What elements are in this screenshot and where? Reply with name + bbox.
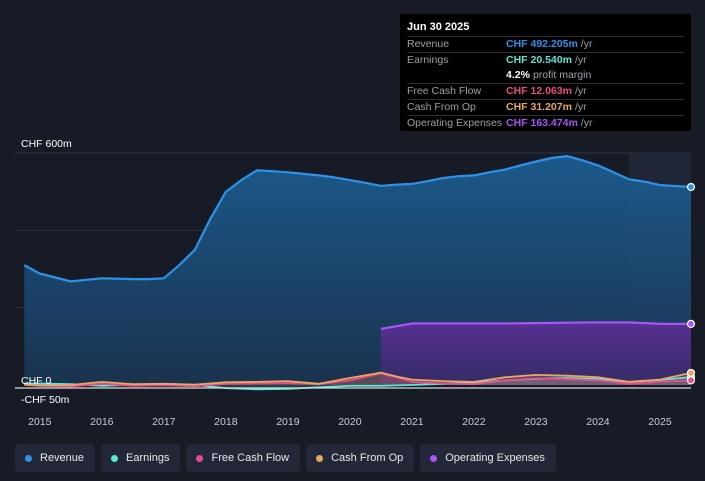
legend-label: Free Cash Flow bbox=[211, 452, 290, 464]
tooltip: Jun 30 2025 Revenue CHF 492.205m/yr Earnin… bbox=[400, 14, 691, 131]
tooltip-row: Operating Expenses CHF 163.474m/yr bbox=[407, 115, 684, 131]
tooltip-row-value: CHF 31.207m bbox=[506, 101, 572, 113]
tooltip-row-label: Revenue bbox=[407, 38, 450, 50]
x-tick-label: 2016 bbox=[90, 416, 114, 428]
tooltip-row-label bbox=[407, 68, 506, 83]
tooltip-row-value: CHF 12.063m bbox=[506, 85, 572, 97]
y-tick-label: CHF 0 bbox=[21, 375, 51, 387]
legend-dot-icon bbox=[25, 454, 32, 462]
x-tick-label: 2024 bbox=[586, 416, 610, 428]
x-tick-label: 2018 bbox=[214, 416, 238, 428]
tooltip-row-unit: /yr bbox=[574, 101, 587, 113]
x-tick-label: 2023 bbox=[524, 416, 548, 428]
tooltip-row-unit: /yr bbox=[574, 85, 587, 97]
tooltip-row-value: CHF 20.540m bbox=[506, 54, 572, 66]
tooltip-row-unit: /yr bbox=[580, 38, 593, 50]
tooltip-row-value: 4.2% bbox=[506, 69, 530, 81]
legend-label: Revenue bbox=[40, 452, 85, 464]
x-tick-label: 2017 bbox=[152, 416, 176, 428]
x-tick-label: 2021 bbox=[400, 416, 424, 428]
free-cash-flow-line bbox=[24, 372, 692, 388]
legend-item-free-cash-flow[interactable]: Free Cash Flow bbox=[186, 444, 301, 472]
legend-item-earnings[interactable]: Earnings bbox=[101, 444, 181, 472]
legend-label: Operating Expenses bbox=[445, 452, 545, 464]
tooltip-row-label: Cash From Op bbox=[407, 101, 476, 113]
tooltip-row-label: Earnings bbox=[407, 54, 449, 66]
x-tick-label: 2019 bbox=[276, 416, 300, 428]
legend-dot-icon bbox=[430, 454, 438, 462]
tooltip-row: Earnings CHF 20.540m/yr bbox=[407, 52, 684, 68]
free-cash-flow-area bbox=[24, 373, 692, 387]
x-tick-label: 2020 bbox=[338, 416, 362, 428]
x-tick-label: 2025 bbox=[648, 416, 672, 428]
operating-expenses-endpoint bbox=[686, 319, 696, 329]
x-tick-label: 2022 bbox=[462, 416, 486, 428]
tooltip-row: 4.2% profit margin bbox=[407, 68, 684, 83]
legend-dot-icon bbox=[196, 454, 204, 462]
legend-label: Earnings bbox=[126, 452, 170, 464]
cash-from-op-endpoint bbox=[686, 368, 696, 378]
tooltip-row: Cash From Op CHF 31.207m/yr bbox=[407, 99, 684, 115]
tooltip-row-label: Operating Expenses bbox=[407, 117, 503, 129]
legend: Revenue Earnings Free Cash Flow Cash From O… bbox=[15, 444, 556, 472]
legend-item-operating-expenses[interactable]: Operating Expenses bbox=[420, 444, 556, 472]
legend-dot-icon bbox=[316, 454, 324, 462]
tooltip-row-unit: profit margin bbox=[532, 69, 592, 81]
free-cash-flow-endpoint bbox=[686, 376, 696, 385]
legend-label: Cash From Op bbox=[331, 452, 404, 464]
operating-expenses-line bbox=[380, 321, 691, 330]
tooltip-row: Revenue CHF 492.205m/yr bbox=[407, 36, 684, 52]
x-tick-label: 2015 bbox=[28, 416, 52, 428]
tooltip-row-unit: /yr bbox=[580, 117, 593, 129]
tooltip-row: Free Cash Flow CHF 12.063m/yr bbox=[407, 83, 684, 99]
y-tick-label: CHF 600m bbox=[21, 138, 72, 150]
tooltip-row-value: CHF 492.205m bbox=[506, 38, 578, 50]
revenue-endpoint bbox=[686, 182, 696, 192]
tooltip-row-label: Free Cash Flow bbox=[407, 85, 482, 97]
operating-expenses-area bbox=[380, 322, 691, 385]
legend-item-revenue[interactable]: Revenue bbox=[15, 444, 96, 472]
tooltip-date: Jun 30 2025 bbox=[407, 21, 470, 33]
revenue-line bbox=[23, 155, 692, 283]
legend-item-cash-from-op[interactable]: Cash From Op bbox=[306, 444, 415, 472]
y-tick-label: -CHF 50m bbox=[21, 394, 70, 406]
tooltip-row-unit: /yr bbox=[574, 54, 587, 66]
cash-from-op-line bbox=[24, 371, 692, 387]
tooltip-row-value: CHF 163.474m bbox=[506, 117, 578, 129]
legend-dot-icon bbox=[111, 454, 119, 462]
